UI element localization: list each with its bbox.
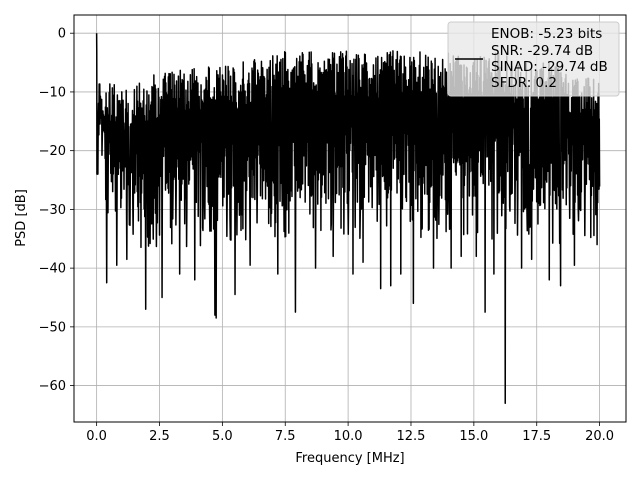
y-tick-label: 0 [58,27,66,42]
x-tick-label: 20.0 [585,429,614,444]
y-tick-label: −20 [39,144,66,159]
x-tick-label: 12.5 [397,429,426,444]
legend-entry-sfdr: SFDR: 0.2 [491,75,557,91]
y-tick-label: −30 [39,203,66,218]
x-axis-label: Frequency [MHz] [295,451,404,466]
x-tick-label: 0.0 [86,429,107,444]
x-tick-label: 7.5 [275,429,296,444]
psd-series-line [95,33,601,404]
x-axis-ticks: 0.0 2.5 5.0 7.5 10.0 12.5 15.0 17.5 20.0 [86,422,614,444]
y-tick-label: −40 [39,262,66,277]
legend-entry-enob: ENOB: -5.23 bits [491,26,602,42]
x-tick-label: 17.5 [522,429,551,444]
y-axis-label: PSD [dB] [14,189,29,247]
y-tick-label: −10 [39,85,66,100]
x-tick-label: 5.0 [212,429,233,444]
y-tick-label: −50 [39,320,66,335]
legend-entry-snr: SNR: -29.74 dB [491,43,593,59]
legend-box [447,21,620,97]
x-tick-label: 2.5 [149,429,170,444]
legend-entry-sinad: SINAD: -29.74 dB [491,59,608,75]
y-tick-label: −60 [39,379,66,394]
x-tick-label: 10.0 [334,429,363,444]
legend: ENOB: -5.23 bits SNR: -29.74 dB SINAD: -… [447,21,620,97]
x-tick-label: 15.0 [459,429,488,444]
plot-clip-group [95,33,601,404]
plot-frame [73,14,627,423]
y-axis-ticks: 0 −10 −20 −30 −40 −50 −60 [39,27,74,394]
